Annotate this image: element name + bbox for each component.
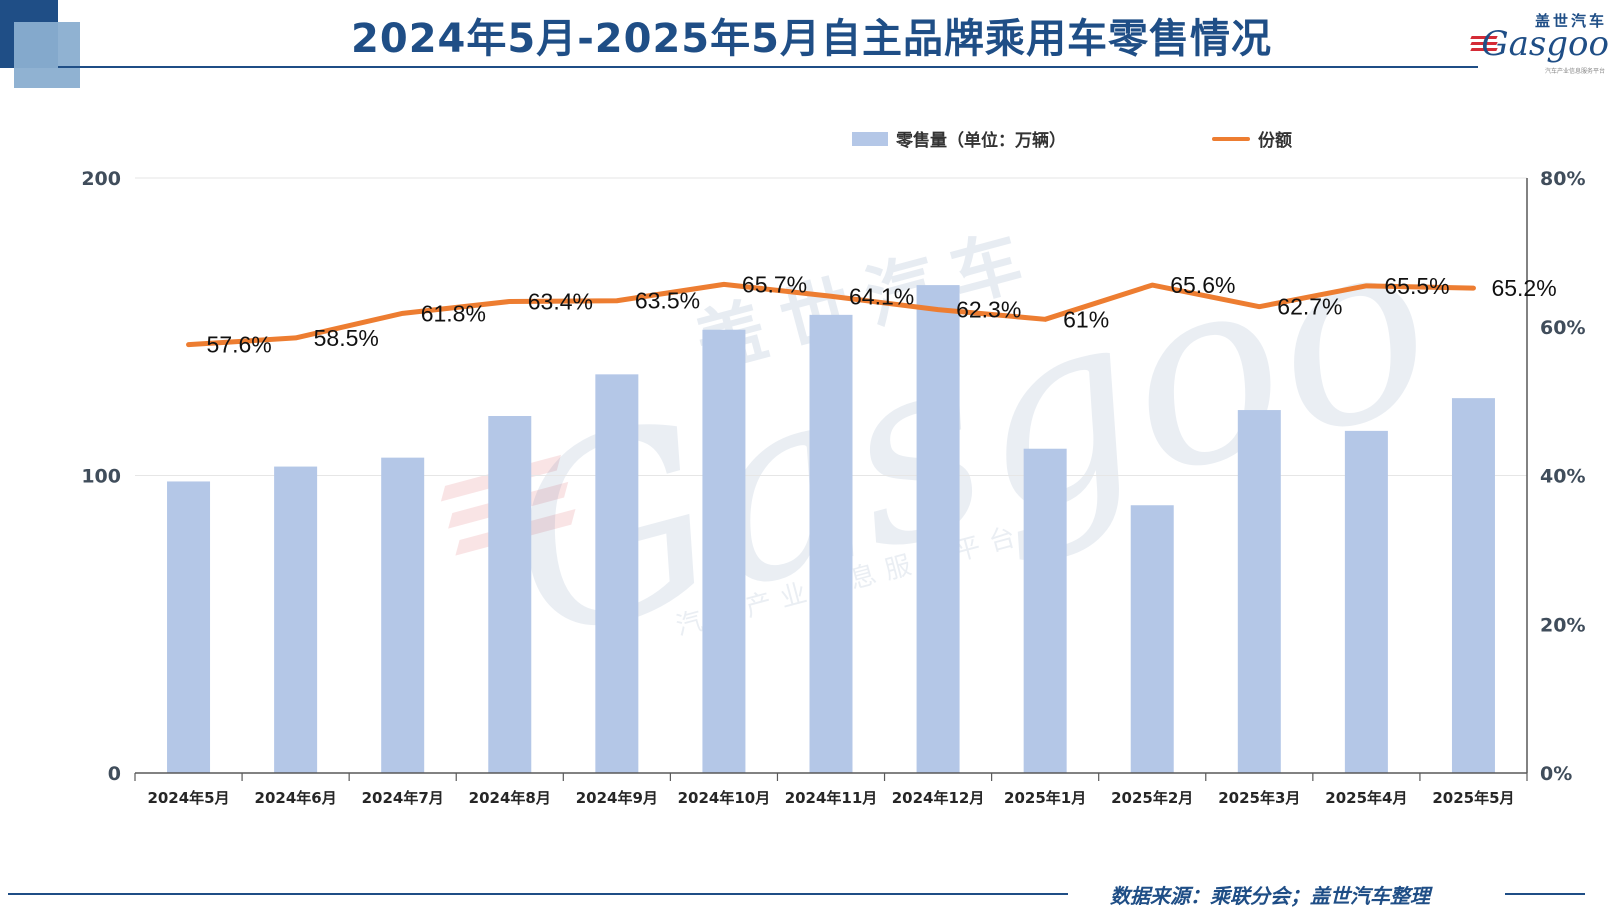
y-left-tick-label: 0	[108, 763, 121, 785]
legend-item-share: 份额	[1212, 126, 1292, 151]
x-tick-label: 2025年1月	[1004, 789, 1086, 807]
x-tick-label: 2024年11月	[785, 789, 878, 807]
corner-decoration-light	[14, 22, 80, 88]
data-label: 65.5%	[1384, 273, 1449, 299]
x-tick-label: 2025年4月	[1325, 789, 1407, 807]
page-title: 2024年5月-2025年5月自主品牌乘用车零售情况	[351, 16, 1272, 62]
x-tick-label: 2024年7月	[362, 789, 444, 807]
data-label: 65.6%	[1170, 272, 1235, 298]
logo-cn-text: 盖世汽车	[1534, 12, 1607, 30]
bar	[1451, 398, 1495, 773]
data-label: 58.5%	[314, 325, 379, 351]
data-label: 61%	[1063, 306, 1109, 332]
bar	[809, 314, 853, 773]
x-tick-label: 2024年10月	[678, 789, 771, 807]
y-right-tick-label: 20%	[1540, 614, 1585, 636]
x-tick-label: 2024年5月	[147, 789, 229, 807]
data-label: 62.3%	[956, 297, 1021, 323]
share-line	[186, 281, 1476, 348]
data-label: 65.2%	[1491, 275, 1556, 301]
data-label: 62.7%	[1277, 294, 1342, 320]
logo-tagline: 汽车产业信息服务平台	[1544, 68, 1605, 75]
x-tick-label: 2024年6月	[255, 789, 337, 807]
bar	[1237, 410, 1281, 773]
bar	[488, 416, 532, 773]
bar	[916, 285, 960, 773]
y-right-tick-label: 0%	[1540, 763, 1572, 785]
legend-label-share: 份额	[1258, 131, 1292, 151]
bar	[702, 329, 746, 773]
data-label: 57.6%	[207, 332, 272, 358]
data-label: 63.4%	[528, 288, 593, 314]
bar	[381, 457, 425, 773]
legend-item-volume: 零售量（单位：万辆）	[852, 126, 1066, 151]
x-tick-label: 2025年2月	[1111, 789, 1193, 807]
bar	[595, 374, 639, 773]
y-right-tick-label: 60%	[1540, 317, 1585, 339]
data-label: 61.8%	[421, 300, 486, 326]
data-source: 数据来源：乘联分会；盖世汽车整理	[1110, 884, 1430, 908]
chart-legend: 零售量（单位：万辆） 份额	[0, 126, 1623, 151]
gasgoo-logo: 盖世汽车 Gasgoo 汽车产业信息服务平台	[1467, 6, 1617, 75]
footer-rule-right	[1505, 893, 1585, 895]
footer-rule-left	[8, 893, 1068, 895]
legend-label-volume: 零售量（单位：万辆）	[896, 131, 1066, 151]
y-left-tick-label: 100	[81, 466, 121, 488]
logo-en-text: Gasgoo	[1481, 24, 1609, 64]
x-tick-label: 2024年9月	[576, 789, 658, 807]
x-tick-label: 2025年3月	[1218, 789, 1300, 807]
x-tick-label: 2024年8月	[469, 789, 551, 807]
x-tick-label: 2024年12月	[892, 789, 985, 807]
bar	[1344, 430, 1388, 773]
bar	[1023, 448, 1067, 773]
data-label: 63.5%	[635, 288, 700, 314]
y-right-tick-label: 80%	[1540, 168, 1585, 190]
x-tick-label: 2025年5月	[1432, 789, 1514, 807]
bar	[1130, 505, 1174, 773]
bar	[167, 481, 211, 773]
y-left-tick-label: 200	[81, 168, 121, 190]
data-label: 64.1%	[849, 283, 914, 309]
header-rule	[58, 66, 1478, 68]
legend-line-swatch	[1212, 136, 1250, 141]
data-label: 65.7%	[742, 271, 807, 297]
legend-bar-swatch	[852, 131, 888, 146]
bar	[274, 466, 318, 773]
y-right-tick-label: 40%	[1540, 466, 1585, 488]
